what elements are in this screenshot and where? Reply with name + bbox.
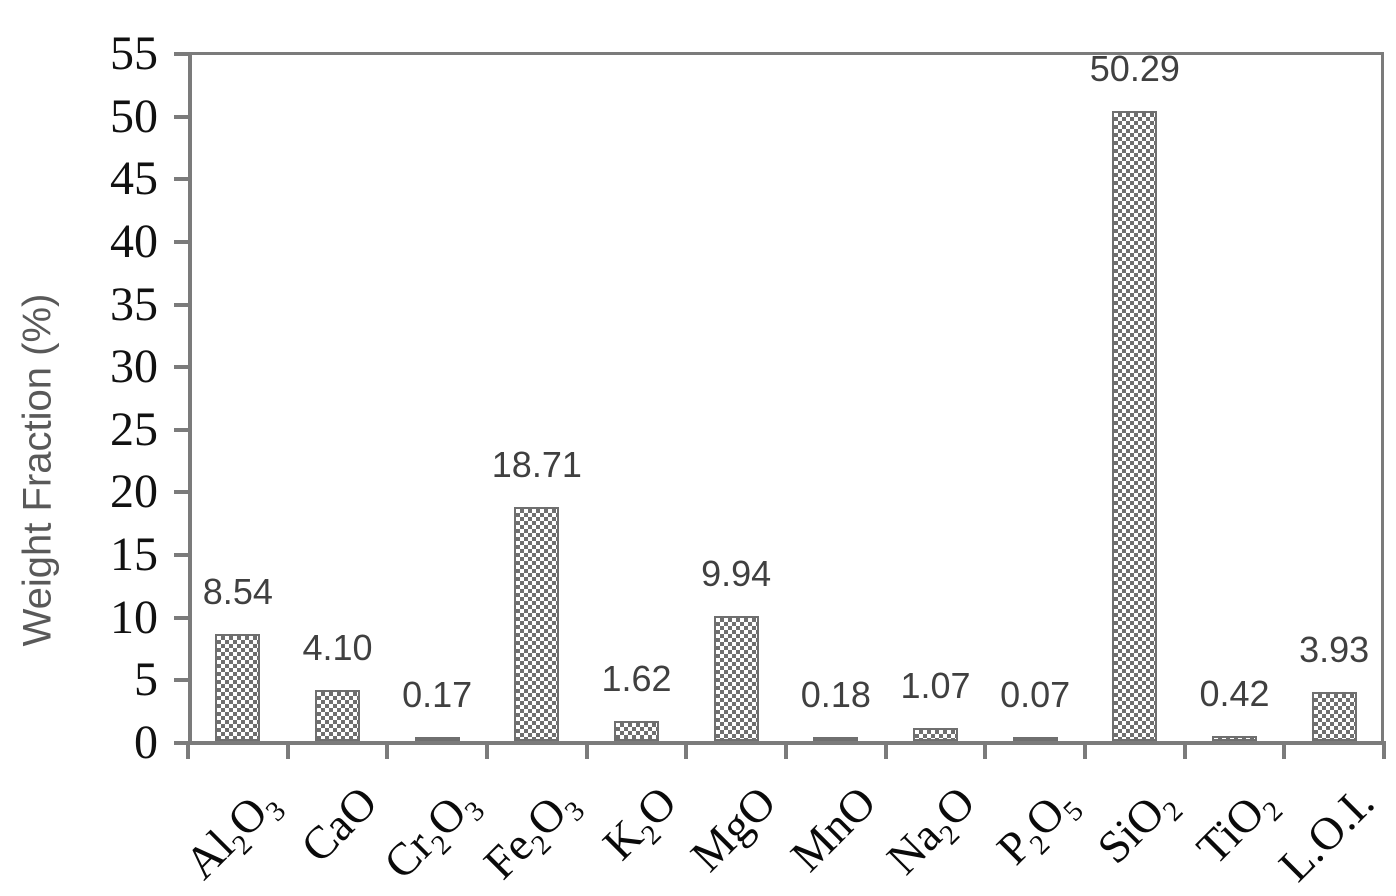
bar [913,727,958,741]
bar [614,720,659,741]
bar-value-label: 0.07 [1000,674,1071,715]
x-category-label: MnO [780,776,886,882]
bar-value-label: 1.07 [900,664,971,706]
y-axis-tick [174,553,189,558]
y-axis-tick [174,365,189,370]
y-tick-label: 5 [134,653,158,707]
y-axis-tick [174,678,189,683]
x-axis-tick [1282,741,1287,759]
bar [1012,737,1058,741]
bar [1212,735,1257,741]
bar [813,737,859,741]
x-axis-tick [883,741,888,759]
y-tick-label: 50 [110,89,158,143]
y-tick-label: 25 [110,402,158,456]
subscript-digit: 2 [525,829,558,862]
y-axis-tick [174,239,189,244]
subscript-digit: 3 [260,795,293,828]
subscript-digit: 5 [1057,795,1090,828]
y-axis-tick [174,52,189,56]
x-axis-tick [485,741,489,759]
x-axis-tick [285,741,290,759]
x-category-label: K2O [592,776,686,870]
subscript-digit: 2 [1256,795,1289,828]
y-tick-label: 30 [110,340,158,394]
x-category-label: Al2O3 [174,786,293,889]
bar [414,737,460,741]
y-tick-label: 10 [110,590,158,644]
x-axis-tick [584,741,589,759]
bar-value-label: 18.71 [491,443,582,485]
x-axis-tick [1182,741,1187,759]
x-axis-tick [186,741,190,759]
y-axis-tick [174,114,189,119]
y-axis-tick [174,490,189,495]
y-axis-tick [174,615,189,620]
x-category-label: P2O5 [986,786,1090,875]
y-axis-tick [174,177,189,182]
bar [315,689,360,741]
bar-value-label: 0.18 [800,674,871,715]
bar-value-label: 0.17 [402,674,473,715]
bar [215,634,261,741]
x-category-label: L.O.I. [1268,776,1384,891]
x-axis-tick [684,741,689,759]
bar-value-label: 1.62 [601,657,672,699]
bar-value-label: 8.54 [202,571,273,613]
bar-value-label: 4.10 [302,626,373,668]
subscript-digit: 2 [1024,829,1057,862]
x-axis-tick [1382,741,1386,759]
subscript-digit: 2 [1157,795,1190,828]
bar-value-label: 3.93 [1299,628,1370,670]
bar [713,616,759,741]
y-tick-label: 15 [110,528,158,582]
y-tick-label: 55 [110,27,158,80]
y-axis-tick [174,302,189,307]
bar-value-label: 50.29 [1089,48,1180,90]
y-tick-label: 0 [134,716,158,769]
y-tick-label: 45 [110,152,158,206]
y-tick-label: 35 [110,277,158,331]
y-axis-tick [174,741,189,745]
subscript-digit: 3 [459,795,492,828]
x-axis-tick [983,741,988,759]
bar [1311,691,1357,741]
y-tick-label: 40 [110,214,158,268]
x-axis-tick [385,741,390,759]
x-category-label: CaO [291,776,387,872]
subscript-digit: 2 [226,829,259,862]
bar [1112,111,1158,741]
y-tick-label: 20 [110,465,158,519]
x-category-label: MgO [680,776,786,882]
x-category-label: TiO2 [1186,786,1289,874]
x-category-label: Na2O [877,776,985,884]
bar-value-label: 9.94 [701,553,772,595]
subscript-digit: 2 [426,829,459,862]
bar [514,506,560,741]
subscript-digit: 3 [559,795,592,828]
subscript-digit: 2 [635,819,668,852]
x-category-label: Cr2O3 [374,786,492,889]
x-axis-tick [1083,741,1087,759]
x-category-label: SiO2 [1087,786,1190,874]
bar-value-label: 0.42 [1199,672,1270,714]
subscript-digit: 2 [934,819,967,852]
y-axis-tick [174,427,189,432]
x-category-label: Fe2O3 [473,786,592,889]
x-axis-tick [784,741,788,759]
